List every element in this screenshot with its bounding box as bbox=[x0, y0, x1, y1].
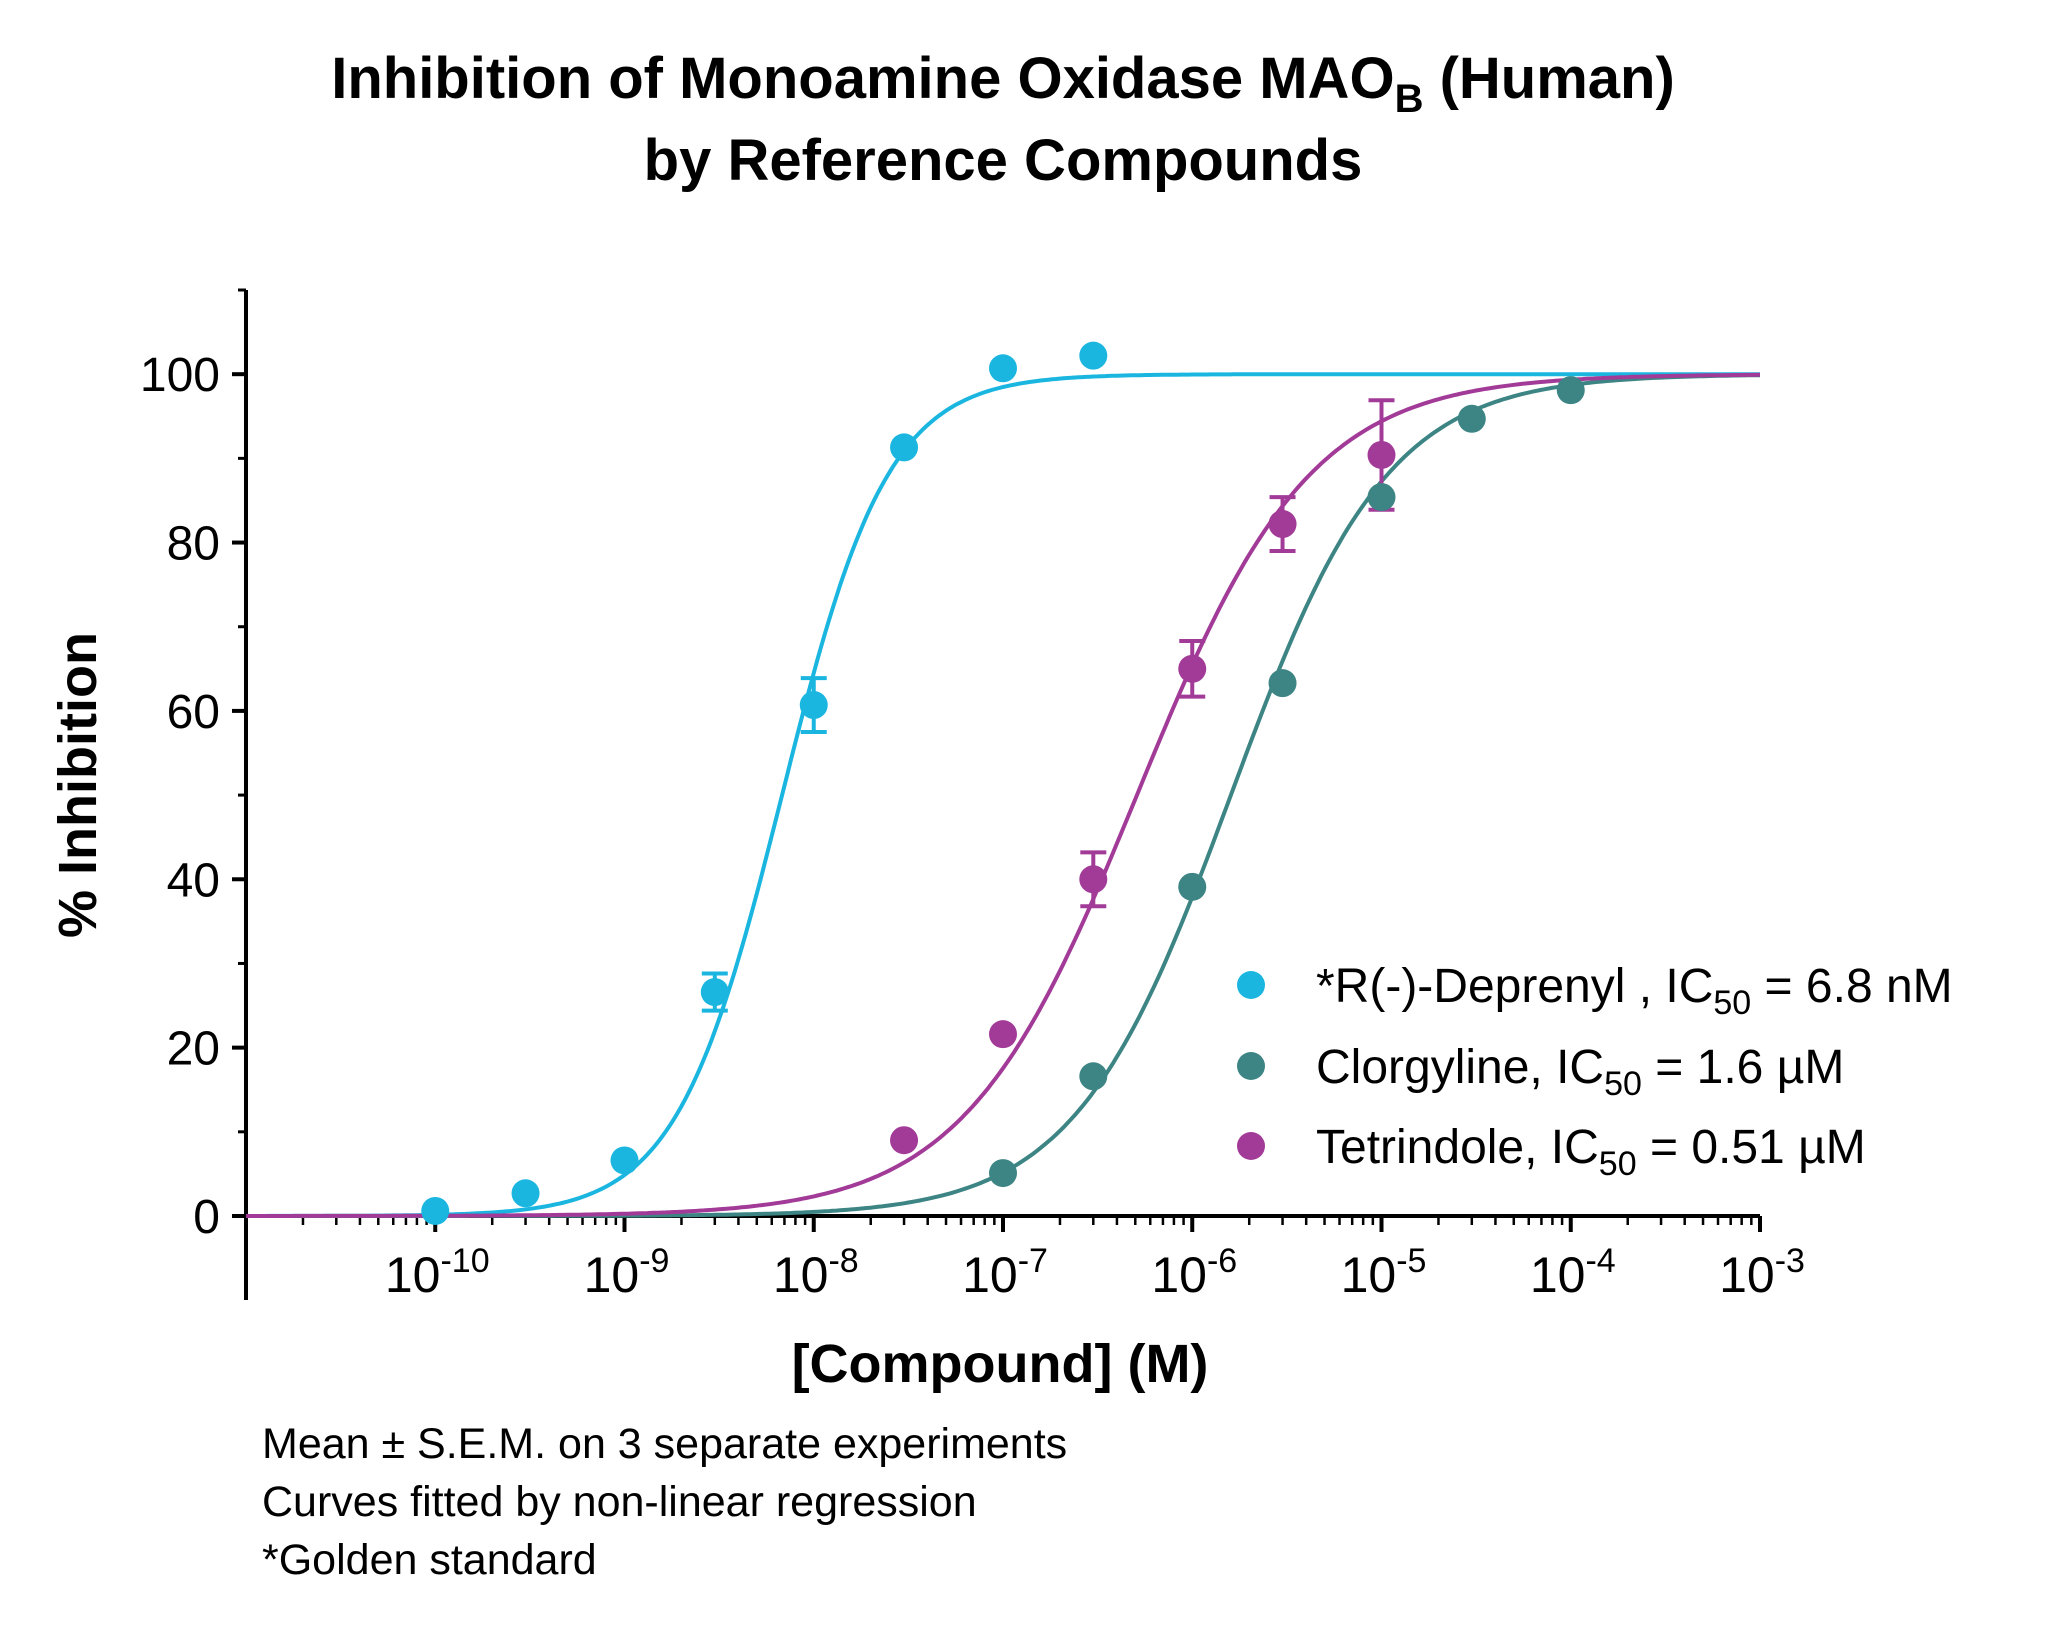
data-point-clorgyline bbox=[1457, 404, 1486, 433]
legend-label-suffix: = 6.8 nM bbox=[1751, 960, 1952, 1013]
legend-label-subscript: 50 bbox=[1604, 1065, 1642, 1103]
x-tick-label: 10-5 bbox=[1341, 1242, 1427, 1303]
x-tick-exponent: -6 bbox=[1207, 1242, 1237, 1280]
legend-label-suffix: = 0.51 µM bbox=[1637, 1121, 1866, 1174]
legend-label-clorgyline: Clorgyline, IC50 = 1.6 µM bbox=[1316, 1041, 1844, 1103]
x-tick-exponent: -3 bbox=[1775, 1242, 1805, 1280]
legend: *R(-)-Deprenyl , IC50 = 6.8 nMClorgyline… bbox=[1237, 960, 1953, 1183]
data-point-tetrindole bbox=[1367, 440, 1396, 469]
x-tick-exponent: -5 bbox=[1396, 1242, 1426, 1280]
legend-label-tetrindole: Tetrindole, IC50 = 0.51 µM bbox=[1316, 1121, 1866, 1183]
footnote-fit: Curves fitted by non-linear regression bbox=[262, 1478, 977, 1526]
x-tick-exponent: -10 bbox=[440, 1242, 489, 1280]
fit-curve-tetrindole bbox=[246, 372, 1760, 1218]
y-tick-label: 60 bbox=[167, 686, 220, 739]
chart-title-line-1: Inhibition of Monoamine Oxidase MAOB (Hu… bbox=[331, 46, 1675, 121]
data-point-deprenyl bbox=[511, 1179, 540, 1208]
x-tick-base: 10 bbox=[385, 1247, 441, 1303]
x-tick-exponent: -4 bbox=[1585, 1242, 1615, 1280]
x-tick-exponent: -7 bbox=[1018, 1242, 1048, 1280]
data-point-clorgyline bbox=[1178, 872, 1207, 901]
legend-label-subscript: 50 bbox=[1599, 1145, 1637, 1183]
data-point-clorgyline bbox=[1079, 1062, 1108, 1091]
legend-label-prefix: Clorgyline, IC bbox=[1316, 1041, 1604, 1094]
legend-marker-deprenyl bbox=[1237, 971, 1265, 999]
x-tick-base: 10 bbox=[1151, 1247, 1207, 1303]
chart-title: Inhibition of Monoamine Oxidase MAOB (Hu… bbox=[331, 46, 1675, 193]
data-point-tetrindole bbox=[890, 1126, 919, 1155]
y-axis-title: % Inhibition bbox=[48, 632, 108, 938]
data-points bbox=[421, 341, 1585, 1225]
x-tick-label: 10-10 bbox=[385, 1242, 490, 1303]
data-point-deprenyl bbox=[799, 691, 828, 720]
title-subscript: B bbox=[1395, 77, 1424, 121]
data-point-tetrindole bbox=[1079, 865, 1108, 894]
data-point-clorgyline bbox=[989, 1159, 1017, 1188]
fit-curve-deprenyl bbox=[246, 372, 1760, 1218]
x-tick-base: 10 bbox=[1719, 1247, 1775, 1303]
title-prefix: Inhibition of Monoamine Oxidase MAO bbox=[331, 46, 1394, 111]
y-tick-label: 100 bbox=[140, 349, 220, 402]
x-tick-label: 10-3 bbox=[1719, 1242, 1805, 1303]
legend-label-prefix: *R(-)-Deprenyl , IC bbox=[1316, 960, 1713, 1013]
x-axis-title: [Compound] (M) bbox=[792, 1334, 1209, 1394]
data-point-clorgyline bbox=[1367, 483, 1396, 512]
y-tick-label: 0 bbox=[193, 1191, 220, 1244]
x-tick-base: 10 bbox=[1530, 1247, 1586, 1303]
x-tick-label: 10-7 bbox=[962, 1242, 1048, 1303]
x-tick-base: 10 bbox=[1341, 1247, 1397, 1303]
data-point-deprenyl bbox=[421, 1196, 450, 1225]
legend-label-deprenyl: *R(-)-Deprenyl , IC50 = 6.8 nM bbox=[1316, 960, 1953, 1022]
data-point-deprenyl bbox=[1079, 341, 1108, 370]
legend-marker-tetrindole bbox=[1237, 1132, 1265, 1160]
data-point-tetrindole bbox=[1178, 654, 1207, 683]
x-tick-exponent: -8 bbox=[828, 1242, 858, 1280]
x-tick-label: 10-9 bbox=[584, 1242, 670, 1303]
x-tick-exponent: -9 bbox=[639, 1242, 669, 1280]
x-tick-base: 10 bbox=[773, 1247, 829, 1303]
x-tick-label: 10-6 bbox=[1151, 1242, 1237, 1303]
x-tick-label: 10-4 bbox=[1530, 1242, 1616, 1303]
x-tick-base: 10 bbox=[962, 1247, 1018, 1303]
y-tick-label: 20 bbox=[167, 1023, 220, 1076]
data-point-clorgyline bbox=[1268, 669, 1297, 698]
data-point-deprenyl bbox=[989, 354, 1017, 383]
title-suffix: (Human) bbox=[1423, 46, 1674, 111]
legend-label-suffix: = 1.6 µM bbox=[1642, 1041, 1844, 1094]
x-tick-base: 10 bbox=[584, 1247, 640, 1303]
data-point-deprenyl bbox=[700, 978, 729, 1007]
data-point-deprenyl bbox=[610, 1146, 639, 1175]
y-tick-label: 80 bbox=[167, 518, 220, 571]
data-point-deprenyl bbox=[890, 433, 919, 462]
data-point-tetrindole bbox=[989, 1020, 1017, 1049]
legend-label-prefix: Tetrindole, IC bbox=[1316, 1121, 1599, 1174]
footnote-golden-standard: *Golden standard bbox=[262, 1536, 597, 1584]
x-tick-label: 10-8 bbox=[773, 1242, 859, 1303]
legend-label-subscript: 50 bbox=[1713, 984, 1751, 1022]
footnote-sem: Mean ± S.E.M. on 3 separate experiments bbox=[262, 1420, 1068, 1468]
y-tick-label: 40 bbox=[167, 854, 220, 907]
chart-title-line-2: by Reference Compounds bbox=[644, 128, 1363, 193]
legend-marker-clorgyline bbox=[1237, 1052, 1265, 1080]
data-point-clorgyline bbox=[1556, 376, 1585, 405]
data-point-tetrindole bbox=[1268, 510, 1297, 539]
